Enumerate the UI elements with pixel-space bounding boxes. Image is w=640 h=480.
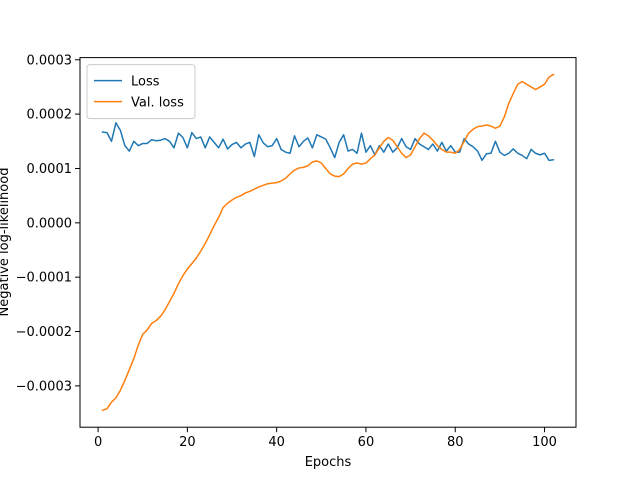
legend-label: Val. loss: [131, 96, 184, 111]
y-tick-label: 0.0002: [27, 108, 73, 123]
series-line: [101, 73, 555, 412]
y-axis-label: Negative log-likelihood: [0, 168, 12, 317]
series-line: [101, 122, 555, 162]
y-tick-label: −0.0001: [16, 271, 72, 286]
y-tick-label: −0.0002: [16, 325, 72, 340]
y-tick-label: 0.0000: [27, 216, 73, 231]
y-tick-label: 0.0003: [27, 53, 73, 68]
x-tick-label: 0: [94, 435, 102, 450]
x-tick-label: 100: [532, 435, 557, 450]
legend-box: [86, 64, 196, 120]
x-tick-label: 40: [268, 435, 285, 450]
x-tick-label: 60: [358, 435, 375, 450]
x-axis-label: Epochs: [305, 455, 352, 470]
x-tick-label: 20: [179, 435, 196, 450]
x-tick-label: 80: [447, 435, 464, 450]
y-tick-label: 0.0001: [27, 162, 73, 177]
plot-frame: [79, 57, 577, 428]
legend-label: Loss: [131, 75, 160, 90]
y-tick-label: −0.0003: [16, 379, 72, 394]
